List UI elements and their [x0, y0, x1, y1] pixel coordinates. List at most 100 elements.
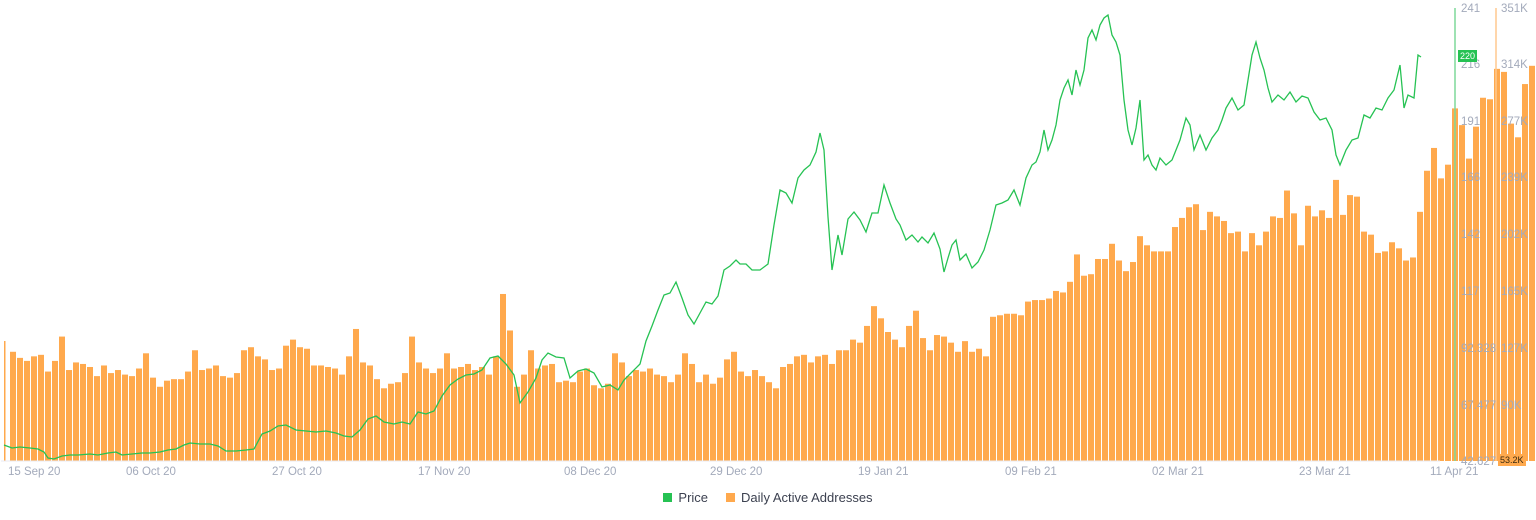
address-bar[interactable]	[1319, 210, 1325, 461]
address-bar[interactable]	[143, 353, 149, 461]
address-bar[interactable]	[724, 359, 730, 461]
address-bar[interactable]	[1095, 258, 1101, 461]
address-bar[interactable]	[381, 388, 387, 461]
address-bar[interactable]	[584, 368, 590, 461]
address-bar[interactable]	[1466, 158, 1472, 461]
address-bar[interactable]	[367, 365, 373, 461]
address-bar[interactable]	[1480, 97, 1486, 461]
address-bar[interactable]	[388, 383, 394, 461]
address-bar[interactable]	[1424, 170, 1430, 461]
address-bar[interactable]	[1487, 99, 1493, 461]
address-bar[interactable]	[164, 380, 170, 461]
address-bar[interactable]	[1186, 207, 1192, 461]
address-bar[interactable]	[829, 363, 835, 461]
address-bar[interactable]	[1508, 123, 1514, 461]
address-bar[interactable]	[1494, 68, 1500, 462]
address-bar[interactable]	[1088, 274, 1094, 461]
address-bar[interactable]	[346, 356, 352, 461]
address-bar[interactable]	[808, 362, 814, 461]
address-bar[interactable]	[1284, 190, 1290, 461]
address-bar[interactable]	[318, 365, 324, 461]
address-bar[interactable]	[402, 373, 408, 461]
address-bar[interactable]	[87, 366, 93, 461]
address-bar[interactable]	[682, 353, 688, 461]
address-bar[interactable]	[1522, 84, 1528, 462]
address-bar[interactable]	[605, 383, 611, 461]
address-bar[interactable]	[1368, 234, 1374, 461]
address-bar[interactable]	[73, 362, 79, 461]
address-bar[interactable]	[1060, 292, 1066, 461]
address-bar[interactable]	[654, 374, 660, 461]
address-bar[interactable]	[1529, 65, 1535, 461]
address-bar[interactable]	[1242, 251, 1248, 461]
address-bar[interactable]	[913, 310, 919, 461]
address-bar[interactable]	[1144, 245, 1150, 461]
address-bar[interactable]	[927, 350, 933, 461]
address-bar[interactable]	[1207, 211, 1213, 461]
address-bar[interactable]	[563, 380, 569, 461]
address-bar[interactable]	[1326, 217, 1332, 461]
address-bar[interactable]	[332, 368, 338, 461]
address-bar[interactable]	[1235, 231, 1241, 461]
address-bar[interactable]	[885, 332, 891, 461]
address-bar[interactable]	[1410, 257, 1416, 461]
address-bar[interactable]	[437, 368, 443, 461]
address-bar[interactable]	[962, 341, 968, 461]
legend-item-price[interactable]: Price	[663, 490, 708, 505]
address-bar[interactable]	[1403, 260, 1409, 461]
address-bar[interactable]	[1298, 245, 1304, 461]
address-bar[interactable]	[1228, 233, 1234, 461]
address-bar[interactable]	[843, 350, 849, 461]
address-bar[interactable]	[969, 351, 975, 461]
address-bar[interactable]	[241, 350, 247, 461]
address-bar[interactable]	[227, 377, 233, 461]
address-bar[interactable]	[283, 345, 289, 461]
address-bar[interactable]	[570, 382, 576, 461]
address-bar[interactable]	[941, 336, 947, 461]
address-bar[interactable]	[633, 370, 639, 461]
address-bar[interactable]	[675, 374, 681, 461]
address-bar[interactable]	[1179, 217, 1185, 461]
address-bar[interactable]	[528, 350, 534, 461]
address-bar[interactable]	[115, 370, 121, 461]
address-bar[interactable]	[948, 342, 954, 461]
address-bar[interactable]	[1165, 251, 1171, 461]
address-bar[interactable]	[773, 388, 779, 461]
address-bar[interactable]	[1249, 233, 1255, 461]
address-bar[interactable]	[906, 325, 912, 461]
address-bar[interactable]	[556, 382, 562, 461]
address-bar[interactable]	[647, 368, 653, 461]
address-bar[interactable]	[500, 293, 506, 461]
address-bar[interactable]	[1515, 137, 1521, 461]
address-bar[interactable]	[836, 350, 842, 461]
address-bar[interactable]	[59, 336, 65, 461]
address-bar[interactable]	[1221, 220, 1227, 461]
address-bar[interactable]	[311, 365, 317, 461]
address-bar[interactable]	[1074, 254, 1080, 461]
address-bar[interactable]	[549, 363, 555, 461]
address-bar[interactable]	[1214, 216, 1220, 461]
address-bar[interactable]	[255, 356, 261, 461]
address-bar[interactable]	[136, 368, 142, 461]
address-bar[interactable]	[1151, 251, 1157, 461]
address-bar[interactable]	[1130, 262, 1136, 461]
address-bar[interactable]	[66, 370, 72, 461]
address-bar[interactable]	[731, 351, 737, 461]
address-bar[interactable]	[542, 365, 548, 461]
address-bar[interactable]	[262, 359, 268, 461]
address-bar[interactable]	[1445, 164, 1451, 461]
address-bar[interactable]	[1347, 195, 1353, 461]
address-bar[interactable]	[479, 366, 485, 461]
address-bar[interactable]	[80, 363, 86, 461]
address-bar[interactable]	[108, 373, 114, 461]
address-bar[interactable]	[45, 371, 51, 461]
address-bar[interactable]	[983, 356, 989, 461]
address-bar[interactable]	[871, 306, 877, 461]
address-bar[interactable]	[1396, 248, 1402, 461]
address-bar[interactable]	[101, 365, 107, 461]
address-bar[interactable]	[577, 371, 583, 461]
address-bar[interactable]	[815, 356, 821, 461]
address-bar[interactable]	[1025, 301, 1031, 461]
address-bar[interactable]	[24, 360, 30, 461]
address-bar[interactable]	[1046, 298, 1052, 461]
